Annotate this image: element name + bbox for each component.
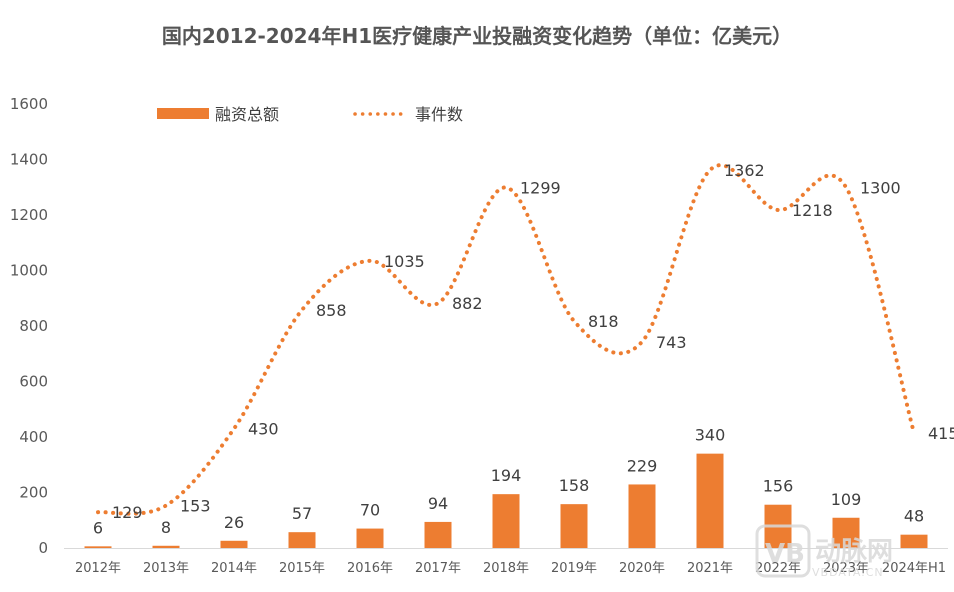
bar-series [84,453,928,548]
line-value-label: 1362 [724,161,765,180]
y-tick-label: 1000 [10,262,48,280]
line-value-label: 743 [656,333,687,352]
watermark: VB 动脉网 VBDATA.CN [755,524,893,579]
bar [288,532,316,548]
x-tick-label: 2012年 [75,561,121,576]
y-tick-label: 0 [38,539,48,557]
line-path [96,163,916,516]
x-tick-label: 2020年 [619,561,665,576]
bar-value-label: 8 [161,518,171,537]
x-tick-label: 2015年 [279,561,325,576]
bar [152,545,180,548]
line-value-label: 430 [248,420,279,439]
line-value-label: 1300 [860,178,901,197]
y-tick-label: 400 [19,428,48,446]
bar-value-label: 194 [491,466,522,485]
x-tick-label: 2014年 [211,561,257,576]
bar [560,504,588,548]
chart-title: 国内2012-2024年H1医疗健康产业投融资变化趋势（单位：亿美元） [161,24,793,48]
x-tick-label: 2017年 [415,561,461,576]
x-tick-label: 2022年 [755,561,801,576]
line-value-label: 1299 [520,179,561,198]
bar [628,484,656,548]
bar-value-label: 109 [831,490,862,509]
x-axis: 2012年 2013年 2014年 2015年 2016年 2017年 2018年 2019年… [64,548,948,576]
bar [900,534,928,548]
x-tick-label: 2023年 [823,561,869,576]
line-value-label: 1218 [792,201,833,220]
x-tick-label: 2019年 [551,561,597,576]
y-tick-label: 1600 [10,95,48,113]
line-series [96,163,916,516]
line-value-label: 415 [928,424,954,443]
y-axis: 0 200 400 600 800 1000 1200 1400 1600 [10,95,48,557]
y-tick-label: 1200 [10,206,48,224]
x-tick-label: 2016年 [347,561,393,576]
watermark-brand: 动脉网 [815,537,893,567]
legend-bar-swatch [157,108,209,119]
watermark-logo-letters: VB [765,539,805,569]
bar-value-label: 57 [292,504,312,523]
legend-line-label: 事件数 [415,105,463,124]
x-tick-label: 2024年H1 [882,561,946,576]
bar [424,521,452,548]
watermark-site: VBDATA.CN [812,566,884,579]
bar [356,528,384,548]
bar-value-label: 340 [695,426,726,445]
bar [492,494,520,548]
bar-value-label: 229 [627,456,658,475]
bar-value-label: 158 [559,476,590,495]
y-tick-label: 200 [19,484,48,502]
x-tick-label: 2021年 [687,561,733,576]
bar-value-label: 94 [428,494,448,513]
line-value-label: 1035 [384,252,425,271]
watermark-logo [755,524,811,578]
bar [84,546,112,548]
bar-value-label: 156 [763,477,794,496]
line-value-label: 129 [112,503,143,522]
bar-value-label: 70 [360,501,380,520]
bar-data-labels: 6 8 26 57 70 94 194 158 229 340 156 109 48 [93,426,924,538]
y-tick-label: 1400 [10,151,48,169]
line-value-label: 858 [316,301,347,320]
bar-value-label: 48 [904,507,924,526]
bar [832,517,860,548]
line-value-label: 882 [452,294,483,313]
bar-value-label: 6 [93,518,103,537]
bar [696,453,724,548]
line-value-label: 818 [588,312,619,331]
y-tick-label: 800 [19,317,48,335]
x-tick-label: 2018年 [483,561,529,576]
legend: 融资总额 事件数 [157,105,463,124]
y-tick-label: 600 [19,373,48,391]
line-data-labels: 129 153 430 858 1035 882 1299 818 743 1362 1218 130… [112,161,954,522]
legend-bar-label: 融资总额 [215,105,279,124]
bar-value-label: 26 [224,513,244,532]
bar [220,540,248,548]
x-tick-label: 2013年 [143,561,189,576]
line-value-label: 153 [180,497,211,516]
